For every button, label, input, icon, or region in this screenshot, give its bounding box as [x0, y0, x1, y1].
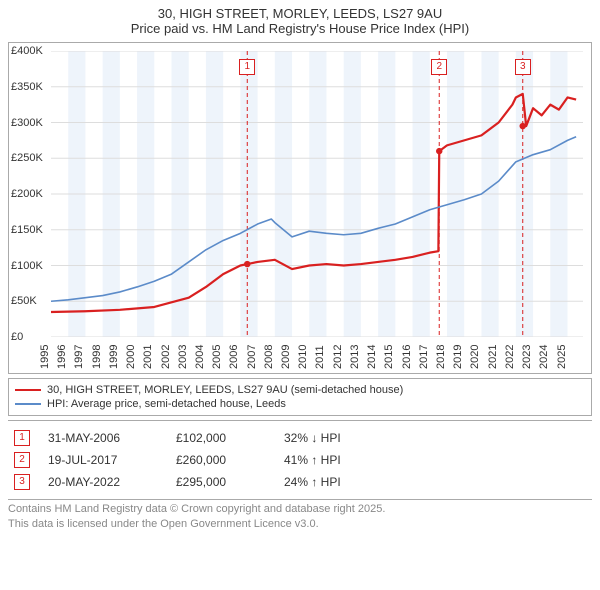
- x-tick-label: 2017: [418, 345, 422, 369]
- events-table: 1 31-MAY-2006 £102,000 32% ↓ HPI 2 19-JUL-201…: [8, 420, 592, 500]
- x-tick-label: 1995: [39, 345, 43, 369]
- x-tick-label: 2018: [435, 345, 439, 369]
- y-tick-label: £300K: [11, 117, 43, 129]
- x-tick-label: 2025: [555, 345, 559, 369]
- y-tick-label: £350K: [11, 81, 43, 93]
- x-tick-label: 2013: [349, 345, 353, 369]
- footer-line1: Contains HM Land Registry data © Crown c…: [8, 502, 592, 517]
- x-tick-label: 2007: [245, 345, 249, 369]
- x-tick-label: 1996: [56, 345, 60, 369]
- event-price: £295,000: [176, 475, 266, 489]
- event-marker: 2: [14, 452, 30, 468]
- legend-item: HPI: Average price, semi-detached house,…: [15, 397, 585, 411]
- x-tick-label: 2010: [297, 345, 301, 369]
- event-date: 31-MAY-2006: [48, 431, 158, 445]
- y-tick-label: £250K: [11, 152, 43, 164]
- x-tick-label: 2011: [315, 345, 319, 369]
- plot-region: [51, 51, 583, 337]
- event-marker: 3: [515, 59, 531, 75]
- legend: 30, HIGH STREET, MORLEY, LEEDS, LS27 9AU…: [8, 378, 592, 416]
- footer-line2: This data is licensed under the Open Gov…: [8, 517, 592, 532]
- x-tick-label: 1998: [90, 345, 94, 369]
- chart-title: 30, HIGH STREET, MORLEY, LEEDS, LS27 9AU…: [0, 0, 600, 38]
- x-tick-label: 2005: [211, 345, 215, 369]
- event-marker: 3: [14, 474, 30, 490]
- x-tick-label: 2001: [142, 345, 146, 369]
- y-tick-label: £100K: [11, 260, 43, 272]
- legend-swatch: [15, 389, 41, 391]
- x-tick-label: 2024: [538, 345, 542, 369]
- legend-label: HPI: Average price, semi-detached house,…: [47, 398, 286, 410]
- event-date: 19-JUL-2017: [48, 453, 158, 467]
- y-tick-label: £400K: [11, 45, 43, 57]
- event-marker: 1: [239, 59, 255, 75]
- event-date: 20-MAY-2022: [48, 475, 158, 489]
- event-marker: 2: [431, 59, 447, 75]
- x-tick-label: 2008: [263, 345, 267, 369]
- y-tick-label: £150K: [11, 224, 43, 236]
- legend-label: 30, HIGH STREET, MORLEY, LEEDS, LS27 9AU…: [47, 384, 403, 396]
- event-row: 1 31-MAY-2006 £102,000 32% ↓ HPI: [8, 427, 592, 449]
- chart: £0 £50K £100K £150K £200K £250K £300K £350K £400…: [8, 42, 592, 374]
- x-tick-label: 2022: [504, 345, 508, 369]
- x-tick-label: 2020: [469, 345, 473, 369]
- x-tick-label: 2006: [228, 345, 232, 369]
- x-tick-label: 2003: [176, 345, 180, 369]
- x-tick-label: 1997: [73, 345, 77, 369]
- event-price: £260,000: [176, 453, 266, 467]
- event-price: £102,000: [176, 431, 266, 445]
- event-delta: 41% ↑ HPI: [284, 453, 384, 467]
- x-tick-label: 1999: [108, 345, 112, 369]
- x-tick-label: 2004: [194, 345, 198, 369]
- footer-attribution: Contains HM Land Registry data © Crown c…: [8, 502, 592, 532]
- y-tick-label: £50K: [11, 295, 37, 307]
- x-tick-label: 2009: [280, 345, 284, 369]
- x-tick-label: 2016: [400, 345, 404, 369]
- x-tick-label: 2014: [366, 345, 370, 369]
- x-tick-label: 2002: [159, 345, 163, 369]
- legend-swatch: [15, 403, 41, 405]
- x-tick-label: 2021: [486, 345, 490, 369]
- event-marker: 1: [14, 430, 30, 446]
- y-tick-label: £0: [11, 331, 23, 343]
- title-subtitle: Price paid vs. HM Land Registry's House …: [0, 21, 600, 36]
- legend-item: 30, HIGH STREET, MORLEY, LEEDS, LS27 9AU…: [15, 383, 585, 397]
- title-address: 30, HIGH STREET, MORLEY, LEEDS, LS27 9AU: [0, 6, 600, 21]
- y-tick-label: £200K: [11, 188, 43, 200]
- x-tick-label: 2012: [331, 345, 335, 369]
- event-delta: 24% ↑ HPI: [284, 475, 384, 489]
- event-row: 3 20-MAY-2022 £295,000 24% ↑ HPI: [8, 471, 592, 493]
- x-tick-label: 2015: [383, 345, 387, 369]
- x-tick-label: 2023: [521, 345, 525, 369]
- event-row: 2 19-JUL-2017 £260,000 41% ↑ HPI: [8, 449, 592, 471]
- event-delta: 32% ↓ HPI: [284, 431, 384, 445]
- x-tick-label: 2019: [452, 345, 456, 369]
- x-tick-label: 2000: [125, 345, 129, 369]
